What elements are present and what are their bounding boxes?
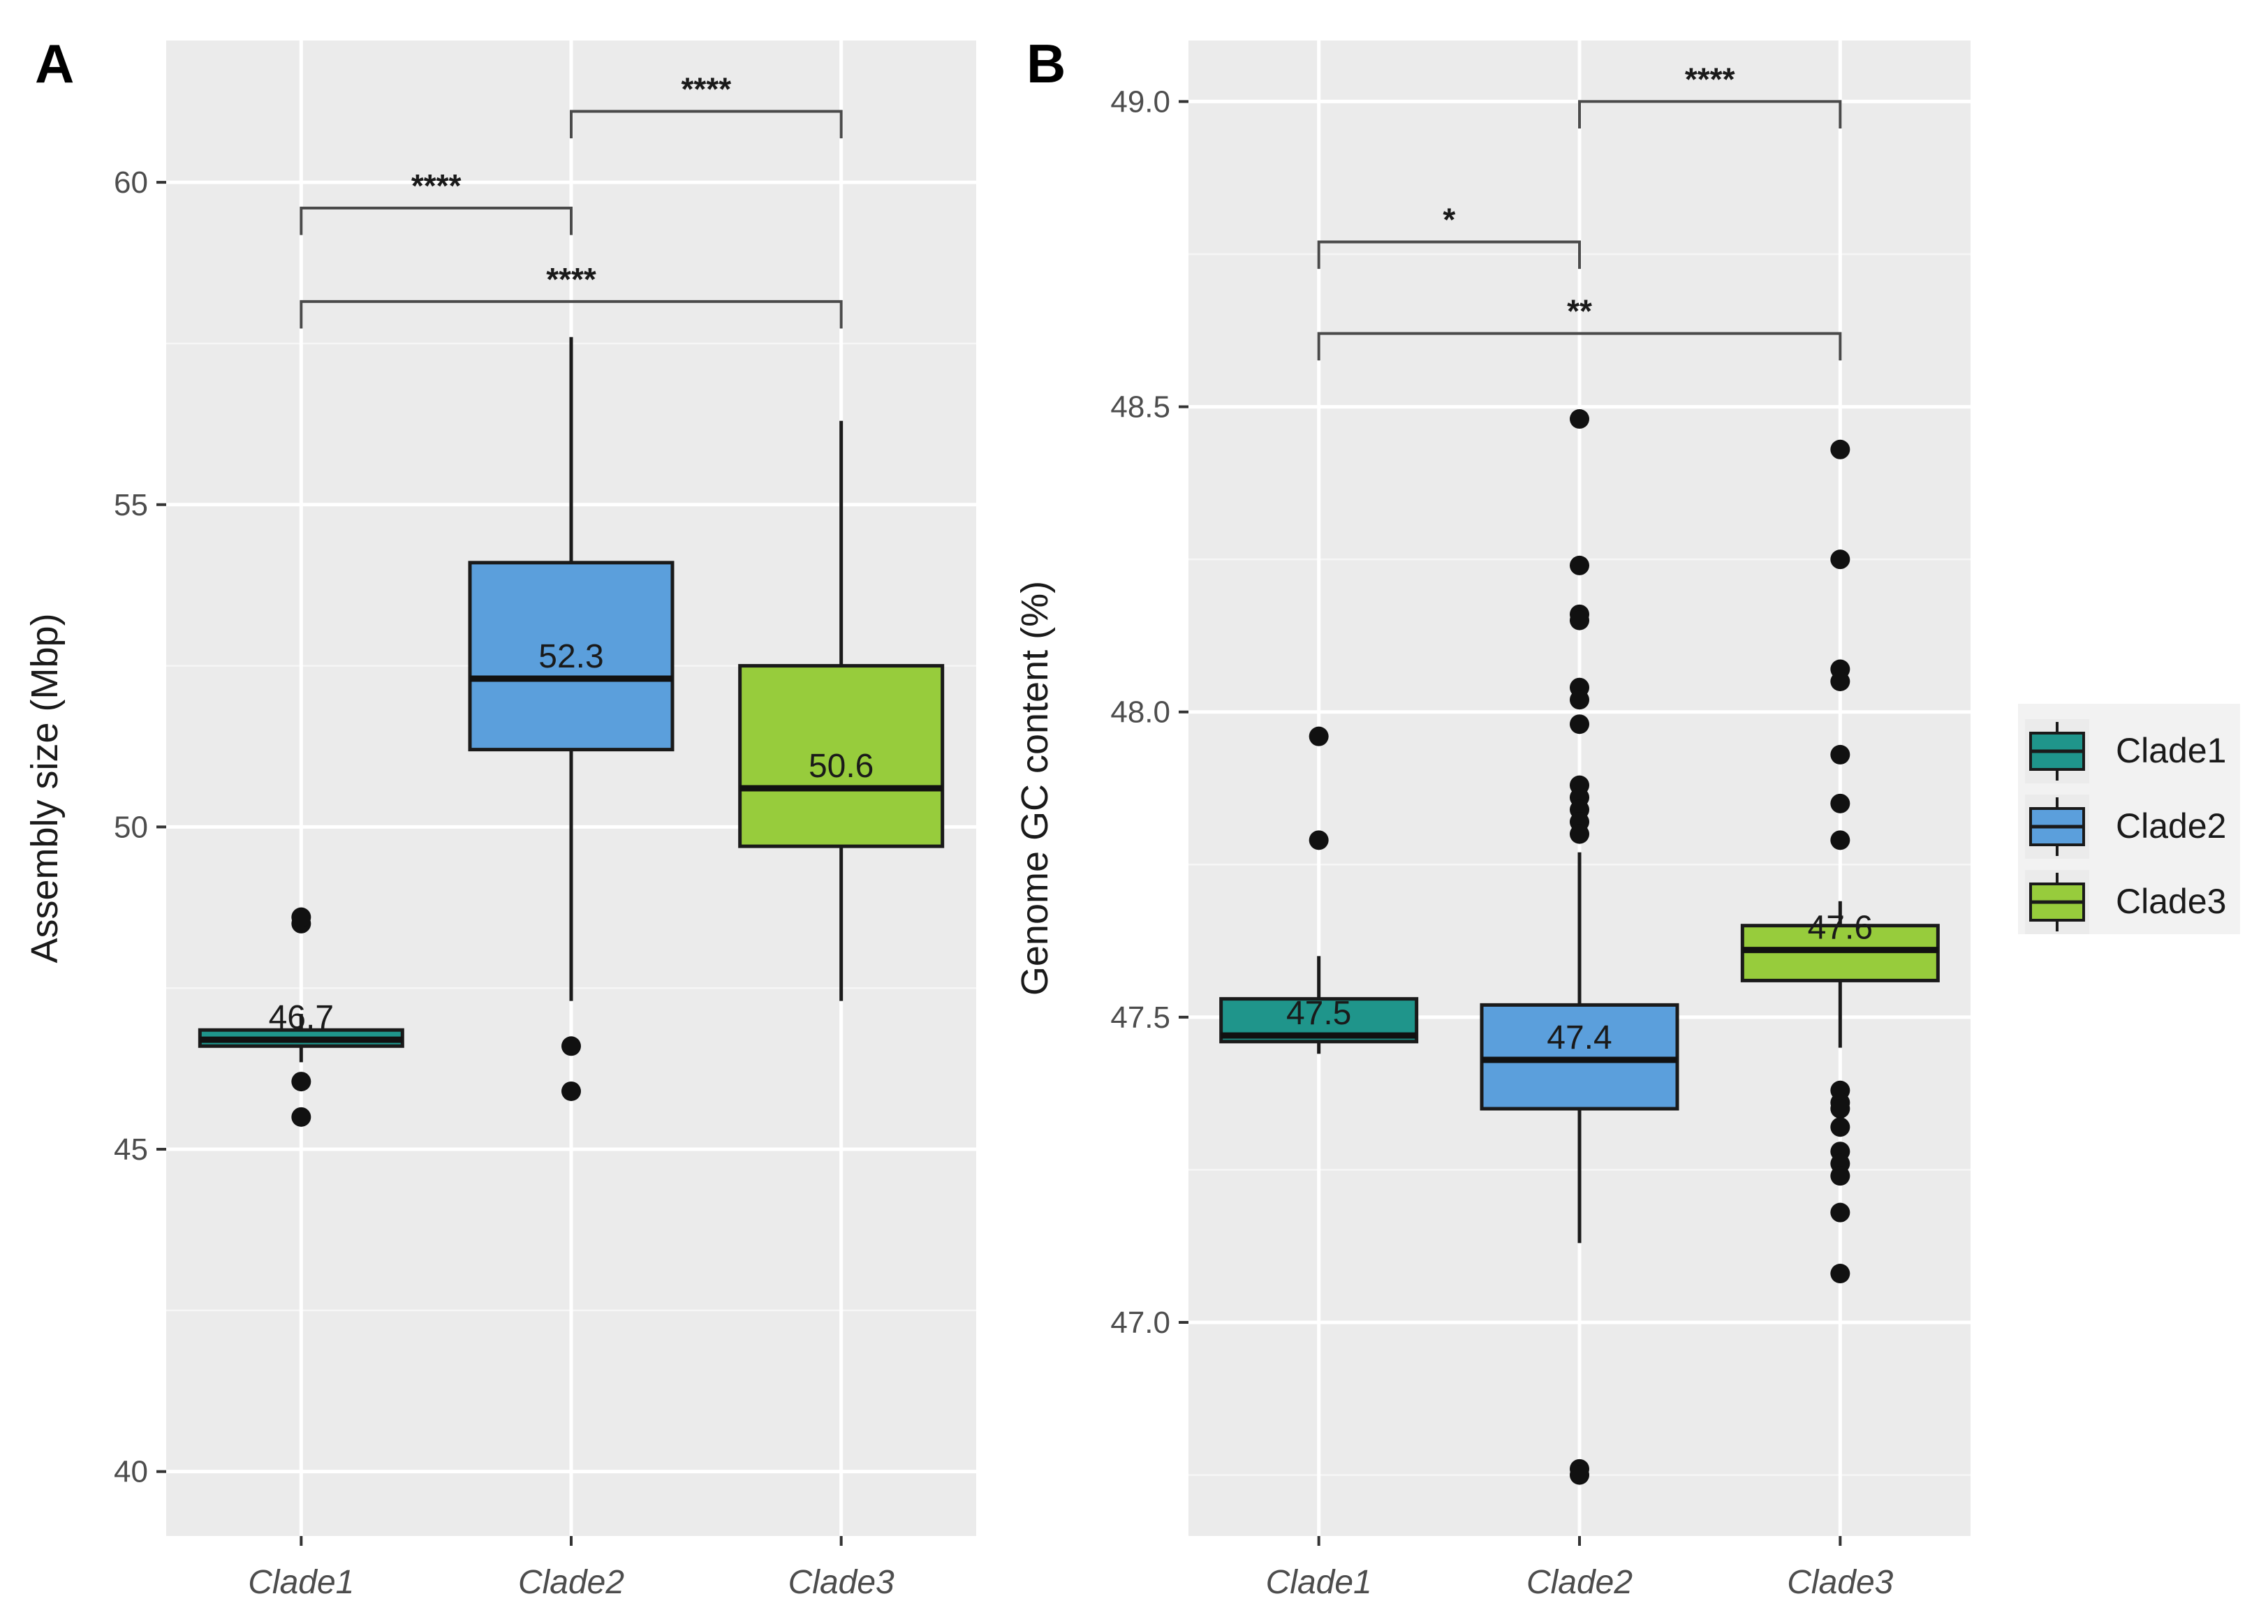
outlier-point: [1309, 726, 1329, 746]
outlier-point: [1309, 830, 1329, 850]
outlier-point: [1570, 824, 1589, 844]
significance-bracket: [1578, 100, 1842, 128]
significance-label: ****: [546, 261, 596, 297]
panel-b: 47.0 47.5 48.0 48.5 49.0 Clade1 Clade2 Clade3 47…: [1014, 33, 1971, 1601]
significance-label: ****: [682, 71, 732, 108]
x-tick-label: Clade2: [518, 1564, 624, 1601]
median-label: 50.6: [809, 748, 874, 785]
median-label: 47.4: [1547, 1019, 1612, 1056]
outlier-point: [1830, 549, 1850, 570]
outlier-point: [1570, 690, 1589, 710]
y-tick-label: 47.0: [1110, 1306, 1170, 1340]
y-tick-label: 55: [114, 488, 148, 522]
outlier-point: [1570, 409, 1589, 429]
outlier-point: [1830, 1202, 1850, 1223]
outlier-point: [1830, 793, 1850, 813]
outlier-point: [1830, 672, 1850, 691]
x-tick-label: Clade1: [1266, 1564, 1372, 1601]
outlier-point: [1830, 744, 1850, 765]
outlier-point: [1570, 610, 1589, 630]
outlier-point: [291, 907, 311, 927]
outlier-point: [1570, 1465, 1589, 1485]
significance-bracket: [300, 207, 573, 235]
outlier-point: [291, 1107, 311, 1127]
median-label: 52.3: [538, 638, 603, 675]
x-tick-label: Clade3: [1787, 1564, 1893, 1601]
x-tick-label: Clade3: [788, 1564, 894, 1601]
y-tick-label: 50: [114, 810, 148, 844]
outlier-point: [561, 1081, 581, 1101]
x-tick-label: Clade2: [1526, 1564, 1633, 1601]
y-tick-label: 47.5: [1110, 1001, 1170, 1035]
significance-bracket: [570, 110, 843, 139]
significance-label: ****: [1685, 61, 1735, 97]
y-tick-label: 60: [114, 165, 148, 200]
legend-label: Clade3: [2116, 882, 2226, 921]
significance-bracket: [1317, 240, 1581, 270]
y-tick-label: 40: [114, 1455, 148, 1489]
panel-letter: A: [35, 33, 74, 94]
significance-label: *: [1443, 202, 1455, 238]
significance-bracket: [1317, 332, 1842, 361]
legend-label: Clade2: [2116, 806, 2226, 846]
outlier-point: [291, 1072, 311, 1092]
legend-label: Clade1: [2116, 731, 2226, 770]
significance-label: **: [1567, 293, 1592, 330]
outlier-point: [1830, 1099, 1850, 1119]
outlier-point: [1570, 555, 1589, 575]
panel-letter: B: [1026, 33, 1066, 94]
y-axis-title: Assembly size (Mbp): [24, 613, 66, 963]
y-axis-title: Genome GC content (%): [1014, 581, 1056, 996]
significance-bracket: [300, 300, 843, 329]
panel-a: 40 45 50 55 60 Clade1 Clade2 Clade3 46.7 52.3 50.6…: [24, 33, 976, 1601]
y-tick-label: 48.0: [1110, 695, 1170, 730]
median-label: 46.7: [269, 999, 334, 1036]
outlier-point: [1570, 714, 1589, 735]
significance-label: ****: [411, 168, 462, 204]
box: [468, 561, 675, 752]
x-tick-label: Clade1: [248, 1564, 354, 1601]
outlier-point: [1830, 830, 1850, 850]
y-tick-label: 48.5: [1110, 390, 1170, 425]
y-tick-label: 45: [114, 1132, 148, 1167]
outlier-point: [1830, 439, 1850, 459]
outlier-point: [1830, 1117, 1850, 1137]
outlier-point: [561, 1036, 581, 1056]
outlier-point: [1830, 1264, 1850, 1284]
outlier-point: [1830, 1166, 1850, 1186]
y-tick-label: 49.0: [1110, 84, 1170, 119]
median-label: 47.5: [1286, 995, 1351, 1032]
legend: Clade1 Clade2 Clade3: [2018, 704, 2240, 934]
box: [738, 664, 945, 848]
median-label: 47.6: [1808, 910, 1873, 947]
